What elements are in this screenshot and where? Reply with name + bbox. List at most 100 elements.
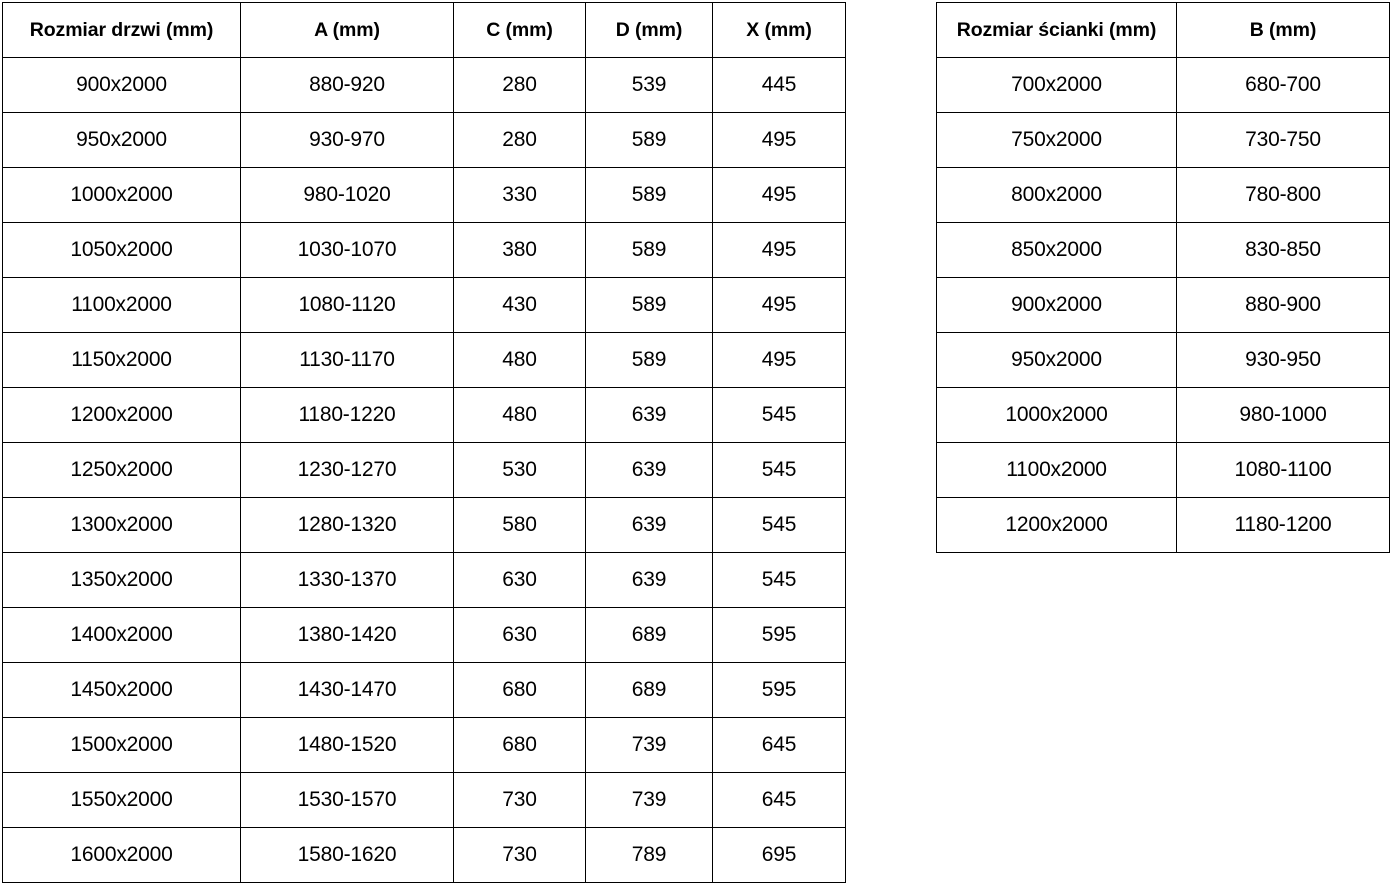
cell-c: 730 [453,772,586,828]
cell-a: 980-1020 [240,167,454,223]
table-row: 1100x2000 1080-1100 [936,442,1390,498]
cell-x: 595 [712,662,846,718]
cell-a: 1230-1270 [240,442,454,498]
table-row: 900x2000 880-900 [936,277,1390,333]
cell-d: 789 [585,827,713,883]
cell-c: 680 [453,662,586,718]
column-header-d: D (mm) [585,2,713,58]
cell-door-size: 1450x2000 [2,662,241,718]
cell-c: 630 [453,552,586,608]
cell-c: 280 [453,112,586,168]
cell-d: 639 [585,552,713,608]
cell-c: 330 [453,167,586,223]
cell-c: 380 [453,222,586,278]
cell-b: 730-750 [1176,112,1390,168]
table-row: 750x2000 730-750 [936,112,1390,168]
table-row: 850x2000 830-850 [936,222,1390,278]
table-header-row: Rozmiar drzwi (mm) A (mm) C (mm) D (mm) … [2,2,846,58]
table-row: 1550x2000 1530-1570 730 739 645 [2,772,846,828]
table-row: 1200x2000 1180-1220 480 639 545 [2,387,846,443]
cell-d: 639 [585,442,713,498]
cell-a: 1030-1070 [240,222,454,278]
cell-d: 639 [585,387,713,443]
cell-wall-size: 700x2000 [936,57,1177,113]
cell-a: 1330-1370 [240,552,454,608]
table-row: 950x2000 930-950 [936,332,1390,388]
cell-c: 530 [453,442,586,498]
cell-d: 689 [585,662,713,718]
cell-door-size: 1250x2000 [2,442,241,498]
cell-d: 589 [585,112,713,168]
wall-table-body: 700x2000 680-700 750x2000 730-750 800x20… [936,57,1390,553]
cell-d: 589 [585,222,713,278]
cell-x: 495 [712,222,846,278]
cell-door-size: 1100x2000 [2,277,241,333]
cell-x: 445 [712,57,846,113]
cell-door-size: 1600x2000 [2,827,241,883]
cell-wall-size: 750x2000 [936,112,1177,168]
cell-door-size: 950x2000 [2,112,241,168]
cell-door-size: 1550x2000 [2,772,241,828]
column-header-c: C (mm) [453,2,586,58]
cell-a: 1580-1620 [240,827,454,883]
column-header-door-size: Rozmiar drzwi (mm) [2,2,241,58]
cell-wall-size: 850x2000 [936,222,1177,278]
door-dimensions-table: Rozmiar drzwi (mm) A (mm) C (mm) D (mm) … [2,2,846,883]
cell-d: 589 [585,277,713,333]
table-row: 1000x2000 980-1000 [936,387,1390,443]
cell-a: 1480-1520 [240,717,454,773]
cell-a: 1180-1220 [240,387,454,443]
table-header-row: Rozmiar ścianki (mm) B (mm) [936,2,1390,58]
cell-door-size: 900x2000 [2,57,241,113]
cell-wall-size: 1000x2000 [936,387,1177,443]
cell-door-size: 1200x2000 [2,387,241,443]
cell-b: 1080-1100 [1176,442,1390,498]
cell-d: 589 [585,332,713,388]
cell-wall-size: 950x2000 [936,332,1177,388]
cell-x: 545 [712,442,846,498]
column-header-wall-size: Rozmiar ścianki (mm) [936,2,1177,58]
table-row: 1500x2000 1480-1520 680 739 645 [2,717,846,773]
cell-b: 930-950 [1176,332,1390,388]
cell-x: 495 [712,112,846,168]
cell-a: 880-920 [240,57,454,113]
table-row: 1050x2000 1030-1070 380 589 495 [2,222,846,278]
cell-x: 495 [712,332,846,388]
table-row: 1100x2000 1080-1120 430 589 495 [2,277,846,333]
cell-c: 630 [453,607,586,663]
cell-door-size: 1000x2000 [2,167,241,223]
cell-b: 830-850 [1176,222,1390,278]
column-header-b: B (mm) [1176,2,1390,58]
cell-door-size: 1150x2000 [2,332,241,388]
cell-d: 539 [585,57,713,113]
cell-c: 480 [453,332,586,388]
table-row: 900x2000 880-920 280 539 445 [2,57,846,113]
cell-wall-size: 1100x2000 [936,442,1177,498]
cell-c: 480 [453,387,586,443]
table-row: 1300x2000 1280-1320 580 639 545 [2,497,846,553]
cell-a: 1430-1470 [240,662,454,718]
table-row: 1150x2000 1130-1170 480 589 495 [2,332,846,388]
cell-a: 1080-1120 [240,277,454,333]
cell-x: 645 [712,717,846,773]
table-row: 700x2000 680-700 [936,57,1390,113]
cell-d: 739 [585,772,713,828]
door-table-body: 900x2000 880-920 280 539 445 950x2000 93… [2,57,846,883]
column-header-x: X (mm) [712,2,846,58]
cell-x: 545 [712,497,846,553]
cell-d: 639 [585,497,713,553]
table-row: 1600x2000 1580-1620 730 789 695 [2,827,846,883]
cell-x: 545 [712,387,846,443]
cell-c: 730 [453,827,586,883]
cell-x: 695 [712,827,846,883]
column-header-a: A (mm) [240,2,454,58]
table-row: 1250x2000 1230-1270 530 639 545 [2,442,846,498]
cell-b: 780-800 [1176,167,1390,223]
cell-wall-size: 900x2000 [936,277,1177,333]
cell-door-size: 1500x2000 [2,717,241,773]
cell-door-size: 1050x2000 [2,222,241,278]
cell-wall-size: 1200x2000 [936,497,1177,553]
table-row: 1000x2000 980-1020 330 589 495 [2,167,846,223]
table-row: 1200x2000 1180-1200 [936,497,1390,553]
cell-door-size: 1400x2000 [2,607,241,663]
